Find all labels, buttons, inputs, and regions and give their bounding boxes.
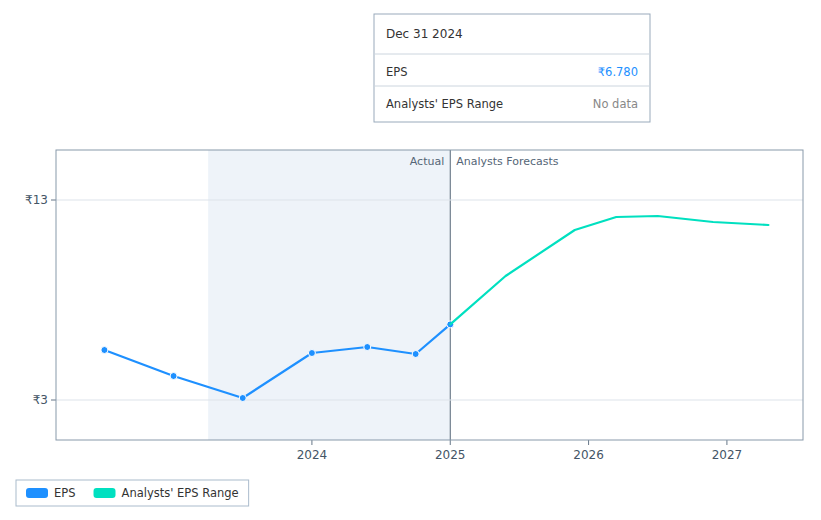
y-tick: [51, 400, 56, 401]
x-tick-label: 2026: [573, 448, 604, 462]
divider-label: Actual: [410, 155, 444, 168]
divider-label: Analysts Forecasts: [456, 155, 559, 168]
y-tick-label: ₹3: [33, 393, 48, 407]
data-layer: [101, 216, 769, 402]
series-marker: [239, 395, 246, 402]
tooltip-row-label: EPS: [386, 65, 408, 79]
tooltip-row-label: Analysts' EPS Range: [386, 97, 503, 111]
legend-label: EPS: [54, 486, 76, 500]
series-marker: [170, 373, 177, 380]
highlight-region: [208, 150, 450, 440]
divider-line: [450, 150, 451, 440]
x-tick: [450, 440, 451, 445]
series-marker: [412, 351, 419, 358]
legend-label: Analysts' EPS Range: [122, 486, 239, 500]
x-tick: [311, 440, 312, 445]
legend: EPS Analysts' EPS Range: [16, 480, 249, 506]
x-tick-label: 2027: [712, 448, 743, 462]
legend-swatch: [94, 488, 116, 498]
tooltip-title: Dec 31 2024: [386, 27, 463, 41]
tooltip-separator: [374, 54, 650, 55]
plot-frame: [56, 150, 803, 440]
x-tick: [726, 440, 727, 445]
chart-container: ₹3 ₹13 2024 2025 2026 2027 Actual Analysts Fore…: [0, 0, 821, 520]
series-marker: [101, 347, 108, 354]
x-tick-label: 2025: [435, 448, 466, 462]
plot-background: [56, 150, 803, 440]
series-line: [450, 216, 768, 324]
legend-box: [16, 480, 249, 506]
tooltip-row-value: No data: [593, 97, 638, 111]
series-marker: [364, 344, 371, 351]
tooltip: Dec 31 2024 EPS ₹6.780 Analysts' EPS Range N…: [374, 14, 650, 122]
tooltip-separator: [374, 86, 650, 87]
grid-line: [56, 200, 803, 201]
x-tick-label: 2024: [297, 448, 328, 462]
tooltip-row-value: ₹6.780: [598, 65, 638, 79]
x-tick: [588, 440, 589, 445]
grid-line: [56, 400, 803, 401]
series-marker: [308, 350, 315, 357]
y-tick: [51, 200, 56, 201]
chart-svg: ₹3 ₹13 2024 2025 2026 2027 Actual Analysts Fore…: [0, 0, 821, 520]
legend-swatch: [26, 488, 48, 498]
series-line: [104, 324, 450, 398]
tooltip-box: [374, 14, 650, 122]
y-tick-label: ₹13: [25, 193, 48, 207]
background-layer: [208, 150, 450, 440]
